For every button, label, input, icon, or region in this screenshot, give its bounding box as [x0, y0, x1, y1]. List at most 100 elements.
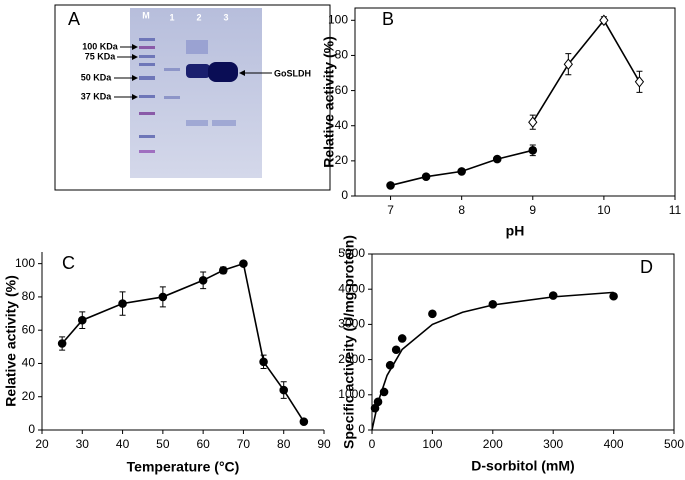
x-tick-label: 10 [597, 203, 611, 217]
panel-label: A [68, 9, 80, 29]
series-line [371, 291, 614, 431]
chart-panel: 20 30 40 50 60 70 80 90020406080100Temperature … [3, 252, 331, 475]
data-point [198, 275, 208, 285]
lane-label: 1 [169, 12, 174, 22]
data-point [634, 75, 645, 88]
x-axis-title: D-sorbitol (mM) [471, 458, 574, 474]
plot-frame [371, 253, 675, 431]
chart-panel: 0 100 200 300 400 500010002000300040005000D-s… [338, 235, 684, 474]
y-tick-label: 20 [335, 153, 349, 167]
x-tick-label: 0 [369, 437, 376, 451]
gel-panel: M 1 2 3 A 100 KDa 75 KDa 50 KDa 37 KDa G… [54, 4, 331, 191]
x-tick-label: 100 [422, 437, 442, 451]
panel-label: B [382, 9, 394, 29]
lane-label: M [142, 10, 150, 20]
plot-frame [354, 7, 676, 197]
chart-panel: 7 8 9 10 11 0 20 40 60 80 100 pH Relative activity (… [321, 7, 682, 239]
data-point [279, 385, 289, 395]
y-tick-label: 1000 [338, 387, 365, 401]
x-tick-label: 30 [76, 437, 90, 451]
x-axis-title: pH [506, 223, 525, 239]
y-tick-label: 0 [28, 422, 35, 436]
data-point [299, 417, 309, 426]
data-point [421, 172, 431, 181]
x-tick-label: 200 [483, 437, 503, 451]
data-point [218, 265, 228, 275]
lane-label: 2 [196, 12, 201, 22]
data-point [609, 291, 618, 301]
x-axis-title: Temperature (°C) [127, 459, 240, 475]
x-tick-label: 300 [543, 437, 563, 451]
data-point [57, 339, 67, 348]
y-tick-label: 40 [335, 118, 349, 132]
y-tick-label: 100 [328, 12, 348, 26]
x-tick-label: 60 [196, 437, 210, 451]
y-tick-label: 60 [335, 83, 349, 97]
x-tick-label: 7 [387, 203, 394, 217]
band [164, 68, 180, 71]
x-tick-label: 70 [237, 437, 251, 451]
data-point [457, 167, 466, 176]
panel-label: D [640, 257, 653, 277]
band [186, 64, 210, 78]
data-point [528, 146, 538, 155]
data-point [118, 299, 127, 308]
y-tick-label: 5000 [338, 246, 365, 260]
data-point [259, 357, 268, 367]
gel-image [130, 8, 262, 178]
band-annotation: GoSLDH [274, 68, 311, 78]
x-tick-label: 500 [664, 437, 684, 451]
y-axis-title: Relative activity (%) [3, 275, 19, 407]
y-axis-title: Relative activity (%) [321, 36, 337, 168]
panel-frame [54, 4, 331, 191]
x-tick-label: 80 [277, 437, 291, 451]
data-point [158, 292, 168, 302]
y-tick-label: 40 [22, 356, 36, 370]
data-point [492, 154, 502, 164]
marker-bands [139, 38, 155, 153]
band [164, 96, 180, 99]
data-point [563, 58, 573, 71]
y-tick-label: 80 [22, 289, 36, 303]
size-marker: 100 KDa [82, 41, 119, 51]
x-tick-label: 20 [35, 437, 49, 451]
y-tick-label: 3000 [338, 317, 365, 331]
y-tick-label: 4000 [338, 281, 365, 295]
y-tick-label: 2000 [338, 352, 365, 366]
data-point [599, 14, 609, 27]
y-tick-label: 60 [22, 322, 36, 336]
x-tick-label: 9 [529, 203, 536, 217]
size-marker: 75 KDa [85, 51, 117, 61]
lane-label: 3 [223, 12, 228, 22]
size-marker: 50 KDa [81, 72, 113, 82]
y-tick-label: 0 [341, 188, 348, 202]
y-tick-label: 0 [358, 422, 365, 436]
x-tick-label: 11 [669, 203, 682, 217]
band [186, 40, 208, 54]
band [212, 120, 236, 126]
x-tick-label: 50 [156, 437, 170, 451]
x-tick-label: 40 [116, 437, 130, 451]
data-point [239, 259, 248, 268]
series-line [61, 262, 305, 423]
y-axis-title: Specific activeity (U/mg-protein) [341, 235, 357, 449]
panel-label: C [62, 253, 75, 273]
data-point [397, 334, 407, 343]
data-point [77, 315, 87, 325]
data-point [428, 309, 437, 319]
data-point [391, 345, 401, 355]
y-tick-label: 20 [22, 389, 36, 403]
y-tick-label: 100 [15, 256, 35, 270]
data-point [548, 291, 558, 300]
size-marker: 37 KDa [81, 91, 113, 101]
x-tick-label: 400 [604, 437, 624, 451]
data-point [386, 181, 395, 190]
marker-arrows [114, 44, 272, 100]
band [186, 120, 208, 126]
y-tick-label: 80 [335, 48, 349, 62]
series-line [532, 18, 641, 123]
data-point [528, 116, 538, 129]
x-tick-label: 90 [317, 437, 331, 451]
